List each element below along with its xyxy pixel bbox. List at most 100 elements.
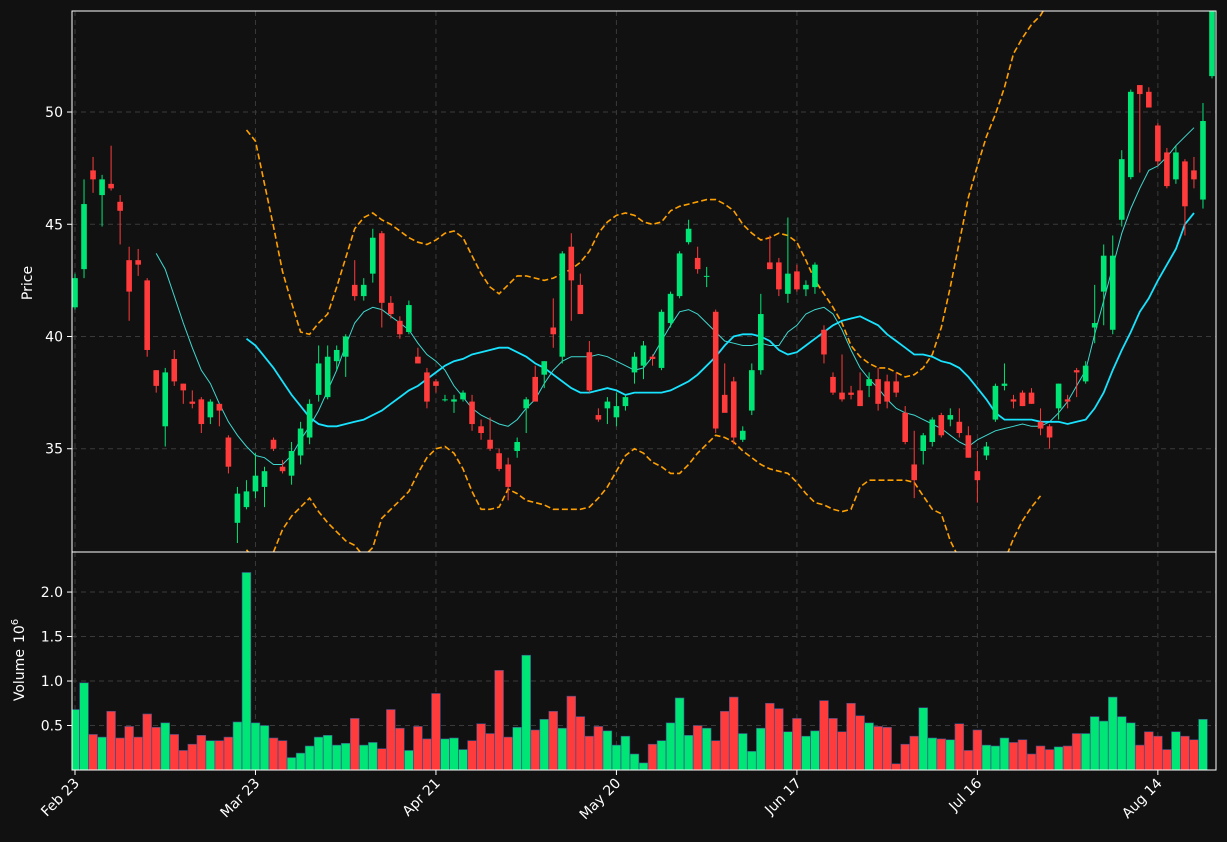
volume-axis-label: Volume 106 xyxy=(10,619,28,701)
candle xyxy=(225,435,232,474)
candle-body xyxy=(1001,383,1008,386)
volume-bar xyxy=(1053,746,1064,770)
candle-body xyxy=(1118,159,1125,220)
candle-body xyxy=(1082,365,1089,382)
volume-bar xyxy=(431,693,441,770)
candle-body xyxy=(99,179,105,196)
volume-bar xyxy=(521,654,531,770)
volume-bar xyxy=(151,726,161,770)
candle-body xyxy=(541,361,548,375)
candle-body xyxy=(604,401,611,409)
candle-body xyxy=(730,381,737,438)
candle-body xyxy=(388,302,394,315)
volume-bar xyxy=(990,745,1001,770)
candle-body xyxy=(306,403,313,438)
volume-bar xyxy=(368,742,378,770)
candle-body xyxy=(758,314,764,371)
volume-bar xyxy=(729,696,739,770)
volume-bar xyxy=(476,723,486,770)
candle xyxy=(397,316,403,339)
volume-bar xyxy=(963,750,974,770)
candle xyxy=(433,379,439,393)
volume-panel-frame xyxy=(71,551,1217,771)
candle-body xyxy=(379,233,385,303)
volume-bar xyxy=(395,727,405,770)
volume-bar xyxy=(1089,716,1100,770)
candle xyxy=(379,230,385,328)
candle-body xyxy=(1010,399,1017,402)
volume-bar xyxy=(485,733,495,770)
volume-bar xyxy=(1080,733,1091,770)
volume-axis-label-text: Volume xyxy=(12,649,28,701)
volume-bar xyxy=(1035,745,1046,770)
candle-body xyxy=(721,394,728,413)
candle xyxy=(135,248,141,276)
volume-bar xyxy=(765,702,775,770)
candle-body xyxy=(451,399,457,402)
candle xyxy=(252,453,259,499)
candle-body xyxy=(135,260,141,265)
volume-bar xyxy=(828,718,838,770)
candle-body xyxy=(117,201,123,211)
volume-bar xyxy=(1144,731,1154,770)
volume-bar xyxy=(629,753,640,770)
candle-body xyxy=(631,356,638,373)
candle xyxy=(748,363,755,416)
candle-body xyxy=(550,327,557,335)
upper-band-line xyxy=(245,11,1045,378)
candle-body xyxy=(243,491,250,508)
volume-bar xyxy=(846,702,856,770)
candle xyxy=(803,280,809,297)
price-tick-label: 35 xyxy=(45,442,63,458)
candle xyxy=(703,266,710,288)
candle xyxy=(776,257,782,297)
volume-bar xyxy=(79,682,89,770)
volume-bar xyxy=(701,727,712,770)
candle xyxy=(514,437,520,458)
candle xyxy=(189,390,196,409)
candle-body xyxy=(180,383,187,391)
candle-body xyxy=(902,412,908,443)
candle xyxy=(812,262,818,294)
volume-bar xyxy=(322,734,333,770)
volume-bar xyxy=(142,713,152,770)
candle xyxy=(243,480,250,510)
volume-bar xyxy=(855,715,865,770)
candle-body xyxy=(1073,370,1080,373)
candle-body xyxy=(1137,85,1143,95)
candle-body xyxy=(144,280,150,350)
candle xyxy=(1164,147,1170,189)
candle xyxy=(415,347,421,364)
volume-bar xyxy=(88,734,98,770)
candle xyxy=(406,300,412,335)
volume-bar xyxy=(945,739,956,770)
candle xyxy=(1182,159,1188,236)
candle-body xyxy=(667,293,674,324)
volume-bar xyxy=(413,726,423,770)
candle-body xyxy=(893,381,899,393)
volume-bar xyxy=(467,740,477,770)
volume-bar xyxy=(1044,749,1055,770)
candle xyxy=(198,397,205,434)
candle-body xyxy=(1127,91,1134,178)
volume-bar xyxy=(548,710,558,770)
candle-body xyxy=(270,439,277,449)
candle xyxy=(956,408,963,438)
candle xyxy=(866,372,872,398)
candle xyxy=(1019,390,1026,407)
candle-body xyxy=(712,311,719,429)
candle-body xyxy=(81,204,87,270)
candle-body xyxy=(613,406,620,418)
candle xyxy=(730,376,737,445)
candle-body xyxy=(1091,323,1098,328)
volume-bar xyxy=(178,750,189,770)
candle xyxy=(577,273,584,315)
candles xyxy=(72,11,1215,544)
volume-bar xyxy=(124,726,134,770)
candle-body xyxy=(324,356,331,398)
volume-bar xyxy=(133,736,143,770)
candle-body xyxy=(523,399,529,409)
candle-body xyxy=(992,385,999,420)
candle-body xyxy=(469,401,475,425)
